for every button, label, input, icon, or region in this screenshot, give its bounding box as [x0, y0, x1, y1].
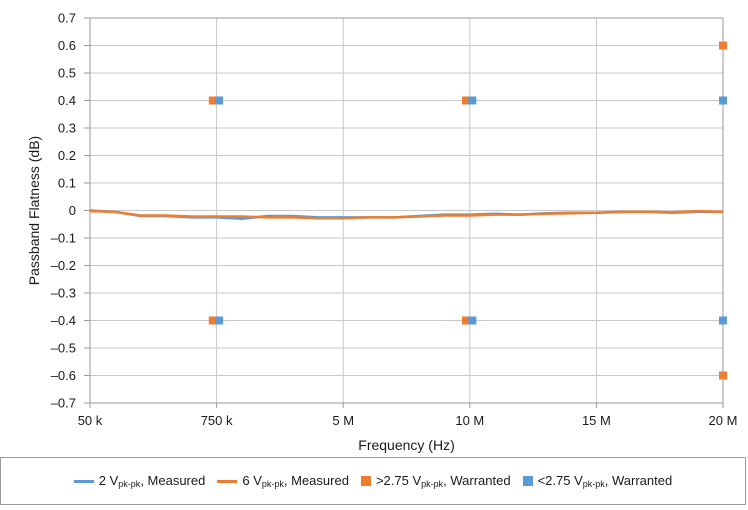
legend-square-swatch [522, 476, 533, 486]
data-point [215, 96, 224, 105]
x-tick-label: 15 M [582, 413, 611, 428]
data-point [462, 316, 471, 325]
x-tick-label: 20 M [709, 413, 738, 428]
chart: 0.7 0.6 0.5 0.4 0.3 0.2 0.1 0 –0.1 –0.2 –0.3 –0.4 –0… [26, 11, 738, 454]
y-tick-label: 0.5 [58, 66, 76, 81]
data-point [719, 96, 727, 105]
data-point [208, 316, 217, 325]
legend-label: <2.75 Vpk-pk, Warranted [537, 473, 673, 489]
x-axis-title: Frequency (Hz) [358, 437, 454, 453]
legend-item: >2.75 Vpk-pk, Warranted [360, 473, 511, 489]
x-tick-label: 5 M [332, 413, 354, 428]
series-2 [208, 41, 727, 380]
legend-label: 2 Vpk-pk, Measured [98, 473, 206, 489]
legend-line-swatch [73, 479, 94, 483]
x-axis-ticks: 50 k 750 k 5 M 10 M 15 M 20 M [78, 403, 738, 428]
legend-line-swatch [217, 479, 238, 483]
x-tick-label: 10 M [455, 413, 484, 428]
data-point [719, 316, 727, 325]
series-layer [89, 41, 727, 380]
legend-item: 6 Vpk-pk, Measured [217, 473, 349, 489]
y-tick-label: 0.6 [58, 38, 76, 53]
y-tick-label: 0.1 [58, 176, 76, 191]
legend-square-swatch [360, 476, 371, 486]
x-tick-label: 50 k [78, 413, 103, 428]
series-1 [89, 209, 724, 220]
y-tick-label: –0.1 [51, 231, 76, 246]
series-3 [215, 96, 727, 325]
data-point [215, 316, 224, 325]
y-axis-ticks: 0.7 0.6 0.5 0.4 0.3 0.2 0.1 0 –0.1 –0.2 –0.3 –0.4 –0… [51, 11, 90, 411]
y-tick-label: –0.2 [51, 258, 76, 273]
data-point [719, 41, 727, 50]
y-tick-label: 0 [69, 203, 76, 218]
legend-label: 6 Vpk-pk, Measured [242, 473, 349, 489]
y-tick-label: 0.2 [58, 148, 76, 163]
y-tick-label: –0.7 [51, 396, 76, 411]
data-point [462, 96, 471, 105]
grid-lines [89, 17, 724, 404]
series-line [89, 209, 724, 220]
y-tick-label: –0.5 [51, 341, 76, 356]
x-tick-label: 750 k [201, 413, 233, 428]
y-tick-label: –0.3 [51, 286, 76, 301]
legend-label: >2.75 Vpk-pk, Warranted [375, 473, 511, 489]
legend: 2 Vpk-pk, Measured 6 Vpk-pk, Measured >2.7… [0, 457, 746, 505]
data-point [468, 316, 477, 325]
legend-item: <2.75 Vpk-pk, Warranted [522, 473, 673, 489]
y-tick-label: 0.3 [58, 121, 76, 136]
data-point [468, 96, 477, 105]
y-tick-label: 0.4 [58, 93, 76, 108]
data-point [719, 371, 727, 380]
y-tick-label: –0.6 [51, 368, 76, 383]
y-tick-label: –0.4 [51, 313, 76, 328]
data-point [208, 96, 217, 105]
y-tick-label: 0.7 [58, 11, 76, 26]
y-axis-title: Passband Flatness (dB) [26, 136, 42, 285]
legend-item: 2 Vpk-pk, Measured [73, 473, 206, 489]
